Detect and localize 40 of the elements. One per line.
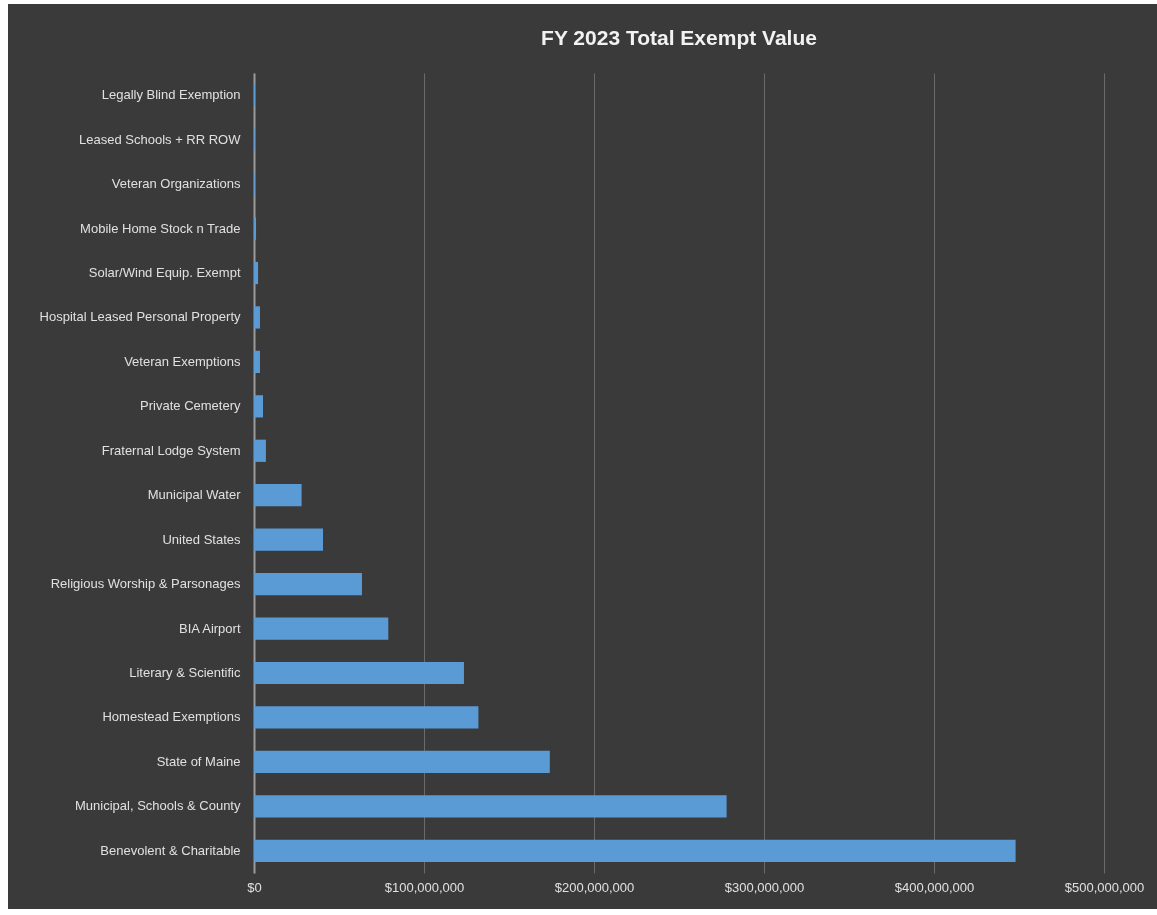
x-tick-label: $100,000,000	[384, 879, 465, 895]
y-tick-label: Fraternal Lodge System	[101, 442, 241, 458]
bar	[254, 750, 550, 773]
bar	[254, 839, 1016, 862]
y-tick-label: Municipal Water	[147, 487, 242, 503]
y-tick-label: Leased Schools + RR ROW	[79, 131, 242, 147]
x-tick-label: $500,000,000	[1064, 879, 1145, 895]
y-tick-label: Religious Worship & Parsonages	[50, 576, 241, 592]
y-tick-label: Municipal, Schools & County	[75, 798, 241, 814]
bar	[254, 484, 302, 507]
bar	[254, 706, 479, 729]
y-tick-label: Hospital Leased Personal Property	[39, 309, 241, 325]
bar	[254, 528, 324, 551]
bar	[254, 795, 727, 818]
bar	[254, 661, 464, 685]
y-tick-label: Literary & Scientific	[129, 665, 241, 680]
bar	[254, 261, 259, 285]
y-tick-label: Legally Blind Exemption	[101, 87, 241, 103]
y-tick-label: United States	[162, 531, 241, 547]
y-tick-label: Veteran Exemptions	[124, 353, 241, 369]
x-tick-label: $400,000,000	[894, 879, 975, 895]
bar	[254, 617, 389, 640]
chart-title: FY 2023 Total Exempt Value	[541, 26, 817, 49]
y-tick-label: Solar/Wind Equip. Exempt	[88, 265, 241, 280]
bar	[254, 439, 266, 462]
x-tick-label: $0	[247, 879, 262, 895]
y-tick-label: Private Cemetery	[140, 398, 241, 414]
y-tick-label: BIA Airport	[179, 620, 241, 636]
bar	[254, 306, 260, 329]
bar	[254, 350, 260, 373]
y-tick-label: Mobile Home Stock n Trade	[80, 220, 241, 236]
bar	[254, 395, 264, 418]
y-tick-label: Benevolent & Charitable	[100, 842, 241, 858]
y-tick-label: Veteran Organizations	[111, 176, 241, 192]
x-tick-label: $200,000,000	[554, 879, 635, 895]
x-tick-label: $300,000,000	[724, 879, 805, 895]
bar	[254, 217, 257, 240]
y-tick-label: State of Maine	[156, 753, 241, 769]
bar	[254, 573, 362, 596]
y-tick-label: Homestead Exemptions	[102, 709, 241, 725]
